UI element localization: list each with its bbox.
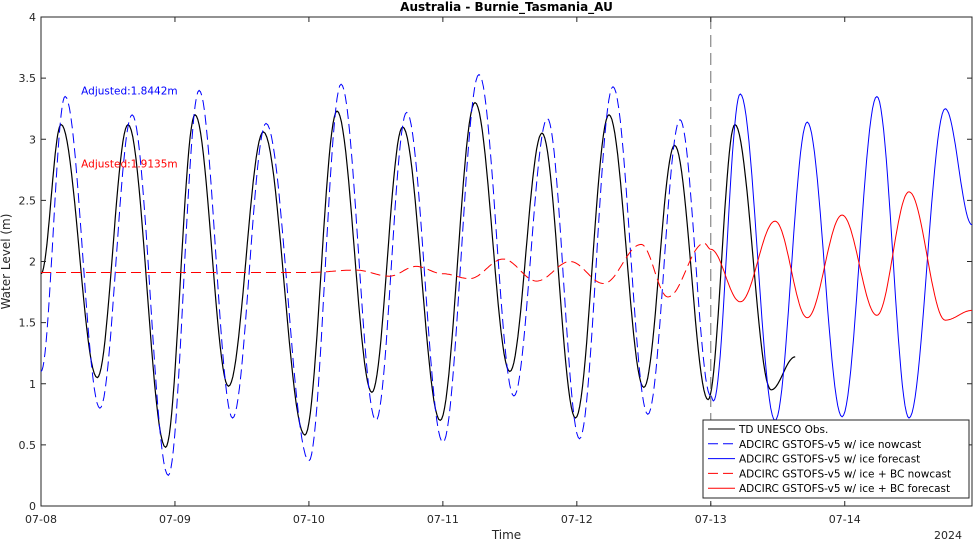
legend: TD UNESCO Obs. ADCIRC GSTOFS-v5 w/ ice no… (702, 419, 970, 499)
x-tick-label: 07-09 (159, 513, 191, 526)
x-tick-label: 07-08 (25, 513, 57, 526)
adjusted-annotation-2: Adjusted:1.9135m (81, 159, 177, 171)
annotations: Adjusted:1.8442m Adjusted:1.9135m (81, 85, 177, 170)
adjusted-annotation-1: Adjusted:1.8442m (81, 85, 177, 97)
x-tick-label: 07-13 (695, 513, 727, 526)
series-line-4 (41, 242, 711, 298)
y-tick-label: 4 (29, 11, 36, 24)
legend-box (702, 419, 970, 499)
legend-label: TD UNESCO Obs. (738, 424, 828, 436)
x-tick-label: 07-10 (293, 513, 325, 526)
year-label: 2024 (934, 529, 962, 541)
x-tick-label: 07-14 (829, 513, 861, 526)
series-line-2 (40, 73, 712, 477)
legend-label: ADCIRC GSTOFS-v5 w/ ice + BC forecast (739, 483, 950, 495)
y-tick-label: 3 (29, 133, 36, 146)
y-axis-ticks: 0 0.5 1 1.5 2 2.5 3 3.5 4 (19, 11, 972, 513)
chart-title: Australia - Burnie_Tasmania_AU (400, 0, 613, 15)
y-axis-label: Water Level (m) (0, 214, 13, 310)
y-tick-label: 2 (29, 256, 36, 269)
y-tick-label: 1 (29, 378, 36, 391)
y-tick-label: 3.5 (19, 72, 37, 85)
x-axis-label: Time (491, 528, 521, 541)
series-group (40, 73, 973, 477)
x-axis-ticks: 07-08 07-09 07-10 07-11 07-12 07-13 07-14 (25, 17, 861, 526)
x-tick-label: 07-12 (561, 513, 593, 526)
x-tick-label: 07-11 (427, 513, 459, 526)
series-line-5 (710, 191, 972, 321)
y-tick-label: 0.5 (19, 439, 37, 452)
y-tick-label: 1.5 (19, 317, 37, 330)
legend-label: ADCIRC GSTOFS-v5 w/ ice + BC nowcast (739, 468, 951, 480)
legend-label: ADCIRC GSTOFS-v5 w/ ice nowcast (739, 439, 921, 451)
series-line-3 (710, 93, 973, 422)
y-tick-label: 0 (29, 500, 36, 513)
legend-label: ADCIRC GSTOFS-v5 w/ ice forecast (739, 454, 920, 466)
y-tick-label: 2.5 (19, 194, 37, 207)
